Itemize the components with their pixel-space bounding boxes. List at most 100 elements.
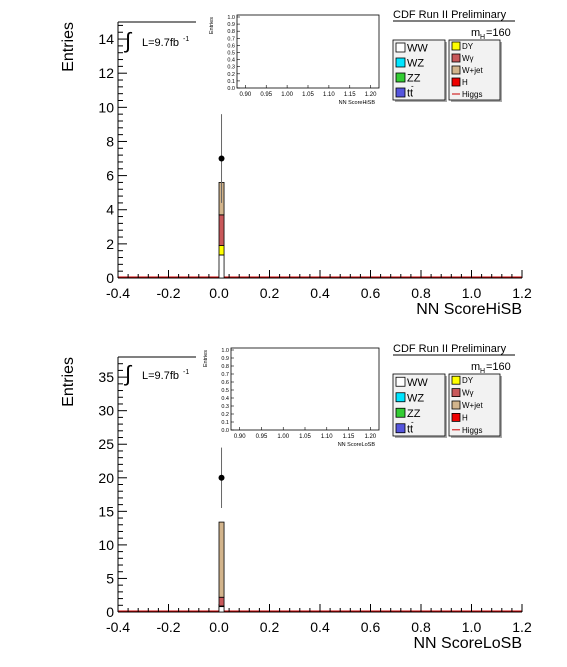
legend-label-bar: - <box>411 417 414 426</box>
inset-x-tick-label: 1.10 <box>323 92 335 98</box>
inset-y-tick-label: 0.7 <box>221 372 229 378</box>
inset-y-tick-label: 0.1 <box>221 420 229 426</box>
inset-y-tick-label: 0.9 <box>221 356 229 362</box>
inset-x-tick-label: 0.95 <box>260 92 272 98</box>
stack-bar-ww <box>218 254 225 279</box>
banner-title: CDF Run II Preliminary <box>393 9 507 21</box>
legend-label: DY <box>462 42 474 51</box>
y-tick-label: 15 <box>98 503 114 519</box>
inset-x-tick-label: 1.00 <box>277 434 289 440</box>
y-tick-label: 30 <box>98 403 114 419</box>
stack-bar-w <box>218 596 225 607</box>
lumi-exponent: -1 <box>183 36 189 43</box>
legend-label: Wγ <box>462 54 474 63</box>
x-tick-label: -0.2 <box>156 619 180 635</box>
mass-label-subscript: H <box>480 368 485 375</box>
legend-left: WW WZ ZZ tt- <box>392 373 447 438</box>
y-tick-label: 6 <box>106 168 114 184</box>
inset-panel: 0.0 0.1 0.2 0.3 0.4 0.5 0.6 0.7 0.8 0.9 1.0 0.90 0.9… <box>203 347 380 448</box>
inset-x-tick-label: 0.90 <box>240 92 252 98</box>
legend-label: tt <box>407 88 413 100</box>
x-tick-label: 0.8 <box>411 285 431 301</box>
stack-bar-dy <box>218 245 225 256</box>
mass-label-subscript: H <box>480 34 485 41</box>
mass-label: m <box>471 27 480 39</box>
legend-swatch <box>451 400 461 410</box>
legend-label: WW <box>407 377 428 389</box>
x-tick-label: 0.6 <box>361 619 381 635</box>
x-tick-label: -0.4 <box>106 619 130 635</box>
inset-x-tick-label: 1.20 <box>365 92 377 98</box>
legend-swatch <box>395 376 406 387</box>
inset-y-tick-label: 0.8 <box>221 364 229 370</box>
x-tick-label: 0.2 <box>260 619 280 635</box>
lumi-label: L=9.7fb <box>142 370 179 382</box>
legend-swatch <box>395 57 406 68</box>
legend-swatch <box>451 388 461 398</box>
inset-y-tick-label: 1.0 <box>221 348 229 354</box>
y-tick-label: 8 <box>106 133 114 149</box>
inset-x-tick-label: 1.05 <box>302 92 314 98</box>
stack-bar-w-jet <box>218 521 225 598</box>
legend-right: DY Wγ W+jet H Higgs <box>448 39 502 102</box>
inset-y-axis-title: Entries <box>209 17 215 34</box>
legend-swatch <box>395 407 406 418</box>
legend-label-bar: - <box>411 82 414 91</box>
x-tick-label: -0.4 <box>106 285 130 301</box>
inset-x-tick-label: 0.90 <box>234 434 246 440</box>
legend-swatch <box>395 42 406 53</box>
inset-y-tick-label: 0.0 <box>227 86 235 92</box>
inset-y-tick-label: 0.4 <box>227 58 235 64</box>
legend-swatch <box>395 87 406 98</box>
inset-x-tick-label: 1.20 <box>364 434 376 440</box>
inset-y-tick-label: 0.4 <box>221 396 229 402</box>
legend-swatch <box>395 72 406 83</box>
legend-left: WW WZ ZZ tt- <box>392 39 447 102</box>
y-tick-label: 5 <box>106 570 114 586</box>
legend-label: tt <box>407 423 413 435</box>
y-tick-label: 25 <box>98 436 114 452</box>
mass-label-value: =160 <box>486 27 511 39</box>
y-tick-label: 10 <box>98 99 114 115</box>
x-axis-title: NN ScoreLoSB <box>414 635 523 652</box>
inset-x-axis-title: NN ScoreLoSB <box>338 442 376 448</box>
inset-x-tick-label: 1.00 <box>281 92 293 98</box>
inset-x-tick-label: 0.95 <box>256 434 268 440</box>
legend-right: DY Wγ W+jet H Higgs <box>448 373 502 438</box>
mass-label: m <box>471 361 480 373</box>
x-tick-label: 0.2 <box>260 285 280 301</box>
legend-label: DY <box>462 376 474 385</box>
y-tick-label: 10 <box>98 537 114 553</box>
inset-y-tick-label: 1.0 <box>227 15 235 21</box>
x-tick-label: 1.2 <box>512 285 532 301</box>
data-point-marker <box>218 474 225 481</box>
inset-frame <box>236 14 380 89</box>
legend-label: Higgs <box>462 426 482 435</box>
legend-swatch <box>395 392 406 403</box>
inset-y-tick-label: 0.9 <box>227 22 235 28</box>
x-tick-label: 0.6 <box>361 285 381 301</box>
legend-swatch <box>451 412 461 422</box>
inset-frame <box>230 347 380 431</box>
inset-y-tick-label: 0.6 <box>227 43 235 49</box>
data-point-marker <box>218 155 225 162</box>
x-axis-title: NN ScoreHiSB <box>416 301 522 318</box>
lumi-exponent: -1 <box>183 369 189 376</box>
banner-title: CDF Run II Preliminary <box>393 343 507 355</box>
legend-swatch <box>451 41 461 51</box>
inset-y-tick-label: 0.0 <box>221 428 229 434</box>
x-tick-label: 1.0 <box>462 619 482 635</box>
inset-y-tick-label: 0.6 <box>221 380 229 386</box>
inset-x-tick-label: 1.15 <box>344 92 356 98</box>
x-tick-label: 0.0 <box>209 619 229 635</box>
legend-label: WZ <box>407 58 424 70</box>
x-tick-label: 0.4 <box>310 619 330 635</box>
inset-y-tick-label: 0.8 <box>227 29 235 35</box>
x-tick-label: 0.8 <box>411 619 431 635</box>
stack-bar-ww <box>218 606 225 613</box>
legend-swatch <box>451 375 461 385</box>
legend-label: H <box>462 413 468 422</box>
